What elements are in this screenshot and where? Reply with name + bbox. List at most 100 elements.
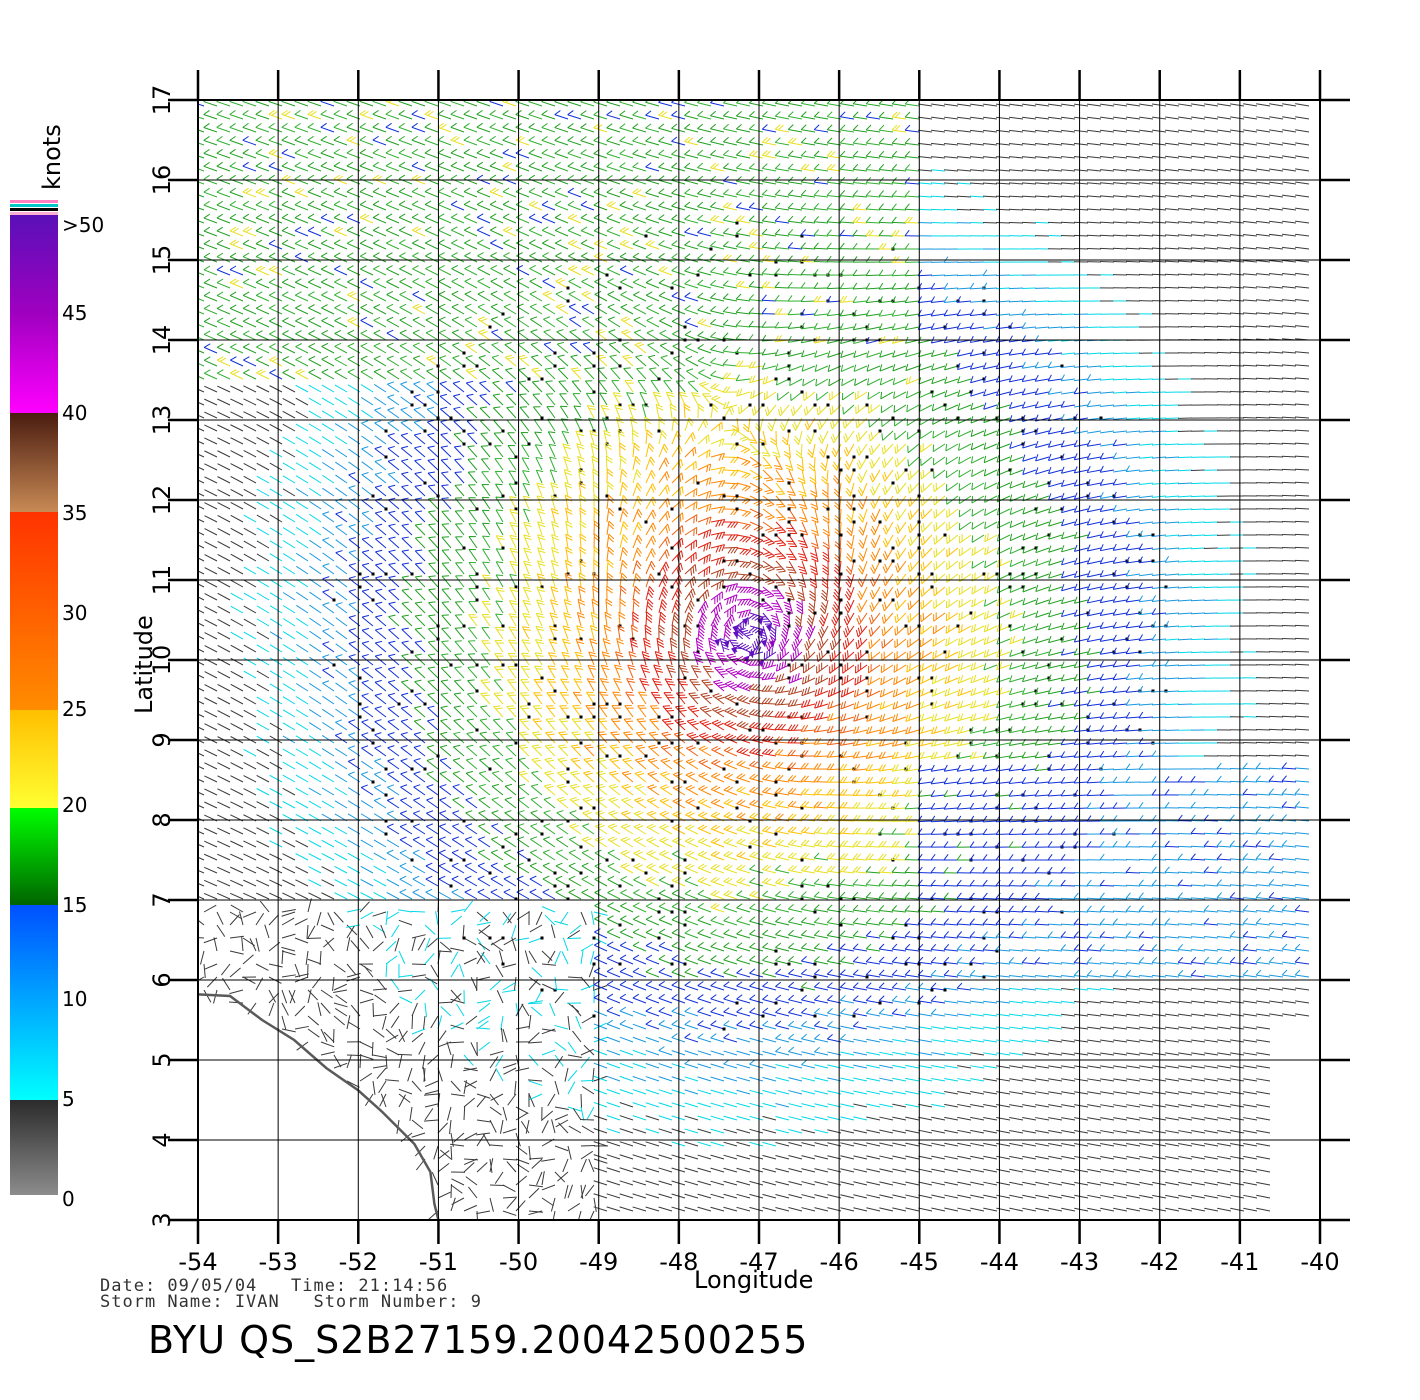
- wind-barb-flag: [307, 252, 315, 257]
- wind-barb: [905, 182, 920, 185]
- wind-barb: [1256, 181, 1271, 185]
- rain-flag-marker: [592, 364, 596, 368]
- wind-barb: [217, 424, 231, 432]
- wind-barb-flag: [607, 278, 614, 283]
- wind-barb: [489, 152, 504, 159]
- wind-barb: [1255, 390, 1271, 393]
- wind-barb: [801, 482, 807, 497]
- wind-barb: [269, 320, 283, 328]
- wind-barb-flag: [347, 329, 355, 334]
- wind-barb-flag: [854, 378, 857, 386]
- wind-barb: [840, 168, 855, 172]
- wind-barb: [1074, 482, 1089, 487]
- wind-barb: [198, 168, 205, 172]
- wind-barb-flag: [785, 464, 793, 468]
- wind-barb-flag: [570, 240, 578, 245]
- wind-barb-flag: [730, 429, 736, 437]
- wind-barb: [944, 326, 959, 330]
- wind-barb-flag: [865, 111, 872, 118]
- wind-barb: [437, 113, 452, 120]
- wind-barb: [984, 469, 998, 477]
- wind-barb-flag: [555, 239, 562, 244]
- wind-barb-flag: [800, 189, 807, 196]
- wind-barb-flag: [684, 162, 691, 168]
- wind-barb: [671, 192, 686, 198]
- wind-barb-flag: [620, 303, 628, 308]
- wind-barb: [790, 391, 803, 402]
- wind-barb: [438, 242, 452, 250]
- wind-barb: [204, 359, 218, 367]
- wind-barb-flag: [614, 404, 622, 408]
- wind-barb: [229, 139, 244, 146]
- wind-barb-flag: [710, 383, 717, 389]
- wind-barb: [1061, 182, 1076, 185]
- wind-barb: [307, 113, 322, 120]
- wind-barb: [917, 208, 933, 211]
- wind-barb: [658, 269, 673, 276]
- wind-barb-flag: [191, 331, 197, 335]
- wind-barb: [494, 471, 504, 484]
- wind-barb: [871, 456, 881, 469]
- wind-barb: [1060, 313, 1076, 316]
- wind-barb: [840, 142, 855, 146]
- wind-barb-flag: [203, 123, 210, 128]
- wind-barb: [619, 217, 634, 224]
- wind-barb: [242, 230, 257, 237]
- wind-barb: [983, 129, 998, 133]
- wind-barb: [633, 331, 647, 341]
- wind-barb: [545, 393, 556, 406]
- wind-barb-flag: [748, 280, 755, 287]
- wind-barb-flag: [787, 150, 794, 157]
- wind-barb: [1009, 129, 1024, 133]
- wind-barb-flag: [718, 480, 723, 488]
- wind-barb-flag: [735, 163, 742, 169]
- wind-barb-flag: [1060, 466, 1065, 474]
- wind-barb-flag: [661, 111, 668, 117]
- wind-barb-flag: [564, 459, 572, 463]
- wind-barb: [1139, 195, 1154, 198]
- wind-barb-flag: [800, 111, 807, 117]
- wind-barb: [697, 360, 712, 367]
- wind-barb: [439, 395, 452, 406]
- wind-barb-flag: [891, 256, 897, 263]
- wind-barb-flag: [428, 484, 436, 487]
- wind-barb: [606, 217, 621, 224]
- wind-barb-flag: [593, 252, 601, 257]
- wind-barb: [198, 142, 205, 146]
- wind-barb-flag: [413, 355, 421, 359]
- wind-barb: [684, 270, 699, 276]
- wind-barb: [723, 193, 738, 198]
- wind-barb: [736, 102, 751, 107]
- wind-barb: [256, 346, 270, 354]
- wind-barb: [983, 365, 998, 370]
- wind-barb: [1295, 285, 1310, 289]
- wind-barb: [502, 152, 517, 159]
- wind-barb-flag: [761, 111, 768, 117]
- wind-barb-flag: [788, 364, 792, 372]
- wind-barb: [801, 207, 816, 211]
- wind-barb-flag: [749, 376, 753, 383]
- wind-barb: [386, 281, 400, 289]
- wind-barb: [503, 268, 517, 276]
- wind-barb-flag: [242, 213, 250, 219]
- wind-barb: [801, 155, 816, 159]
- wind-barb: [1048, 103, 1063, 107]
- wind-barb: [655, 404, 660, 419]
- wind-barb-flag: [671, 214, 678, 220]
- wind-barb-flag: [710, 370, 717, 376]
- wind-barb: [334, 307, 348, 315]
- wind-barb-flag: [541, 187, 549, 193]
- wind-barb-flag: [697, 201, 704, 207]
- rain-flag-marker: [527, 442, 531, 446]
- wind-barb-flag: [606, 136, 613, 142]
- wind-barb-flag: [321, 368, 329, 373]
- wind-barb: [1152, 168, 1167, 172]
- wind-barb: [490, 255, 504, 263]
- wind-barb: [710, 232, 725, 237]
- wind-barb-flag: [748, 111, 755, 117]
- wind-barb: [1281, 390, 1297, 393]
- wind-barb: [671, 231, 686, 237]
- wind-barb-flag: [710, 357, 717, 363]
- wind-barb: [373, 384, 387, 393]
- wind-barb-flag: [1009, 428, 1013, 436]
